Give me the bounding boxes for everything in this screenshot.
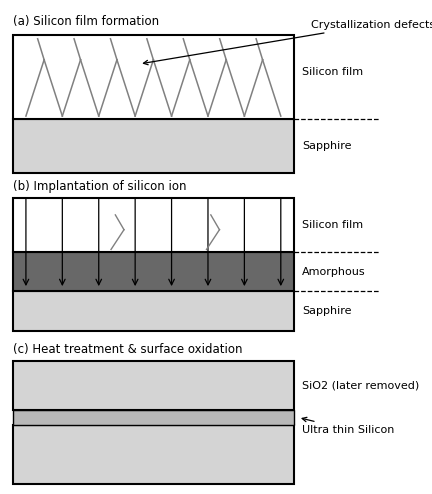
Text: Sapphire: Sapphire bbox=[302, 141, 352, 151]
Text: (b) Implantation of silicon ion: (b) Implantation of silicon ion bbox=[13, 180, 187, 193]
FancyBboxPatch shape bbox=[13, 425, 294, 484]
FancyBboxPatch shape bbox=[13, 291, 294, 331]
Text: Silicon film: Silicon film bbox=[302, 67, 363, 77]
Text: Amorphous: Amorphous bbox=[302, 267, 366, 277]
Text: (c) Heat treatment & surface oxidation: (c) Heat treatment & surface oxidation bbox=[13, 343, 242, 356]
FancyBboxPatch shape bbox=[13, 410, 294, 425]
Text: Silicon film: Silicon film bbox=[302, 220, 363, 230]
Text: SiO2 (later removed): SiO2 (later removed) bbox=[302, 380, 419, 390]
FancyBboxPatch shape bbox=[13, 35, 294, 119]
Text: Ultra thin Silicon: Ultra thin Silicon bbox=[302, 417, 395, 435]
Text: (a) Silicon film formation: (a) Silicon film formation bbox=[13, 15, 159, 28]
FancyBboxPatch shape bbox=[13, 361, 294, 410]
FancyBboxPatch shape bbox=[13, 252, 294, 291]
Text: Crystallization defects: Crystallization defects bbox=[143, 20, 432, 65]
FancyBboxPatch shape bbox=[13, 198, 294, 252]
Text: Sapphire: Sapphire bbox=[302, 306, 352, 316]
FancyBboxPatch shape bbox=[13, 119, 294, 173]
